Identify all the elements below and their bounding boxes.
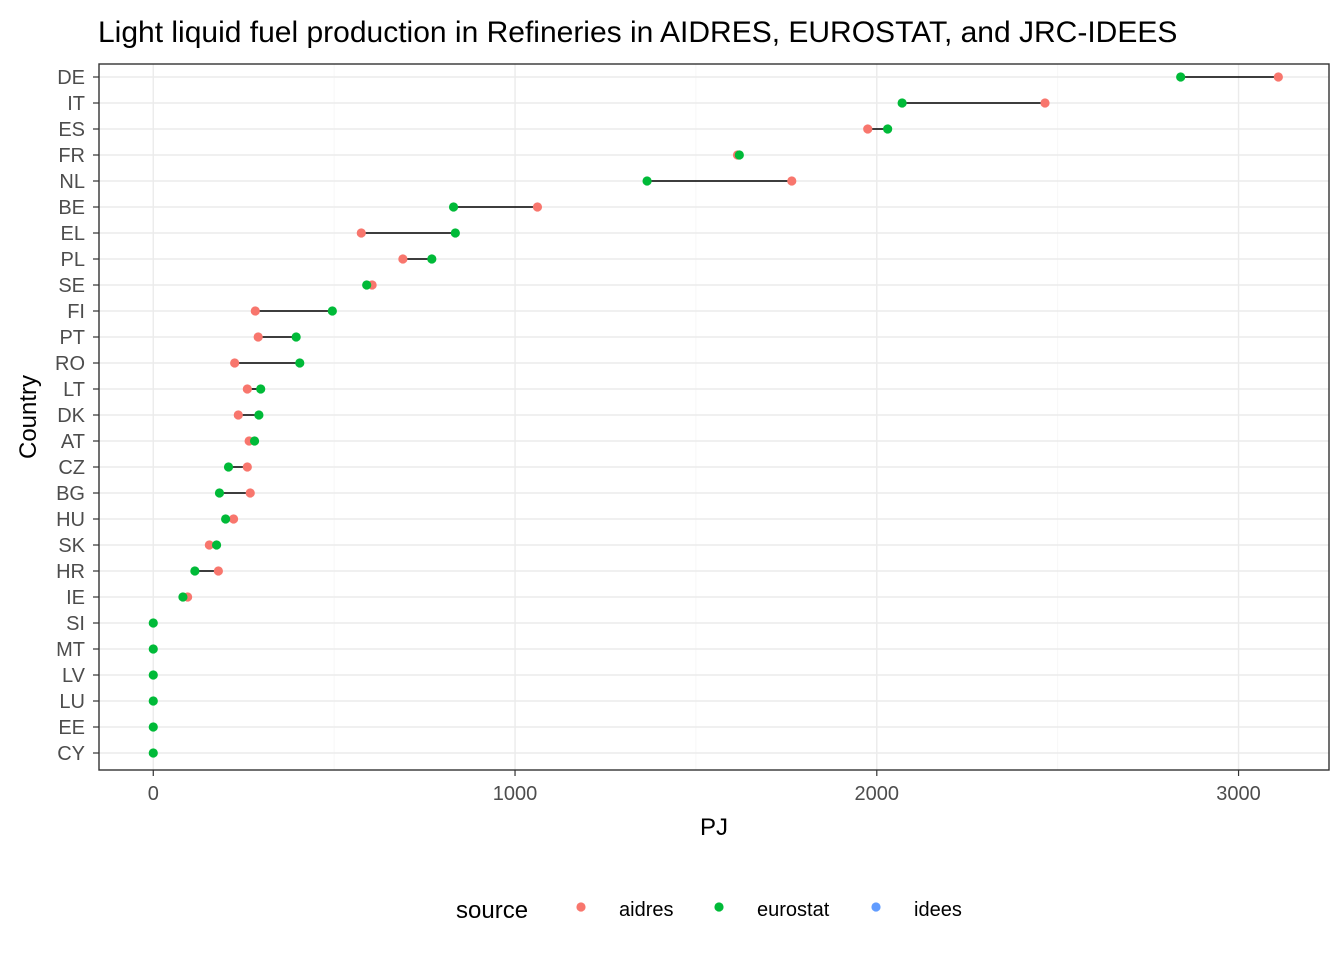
data-point-aidres [250, 306, 260, 316]
y-tick-label: BE [58, 197, 85, 219]
y-tick-label: LT [63, 379, 85, 401]
data-point-eurostat [256, 384, 266, 394]
data-point-aidres [204, 540, 214, 550]
data-point-aidres [228, 514, 239, 524]
y-tick-label: HR [56, 561, 85, 583]
y-tick-label: DE [57, 67, 85, 89]
data-point-aidres [532, 202, 543, 212]
data-point-aidres [863, 124, 873, 134]
data-point-aidres [242, 384, 252, 394]
legend-key-idees [871, 902, 881, 912]
data-point-aidres [242, 462, 252, 472]
y-tick-label: LU [59, 691, 85, 713]
data-point-eurostat [221, 514, 231, 524]
x-tick-label: 2000 [855, 783, 900, 805]
data-point-eurostat [148, 696, 158, 706]
data-point-eurostat [148, 618, 158, 628]
y-tick-label: LV [62, 665, 86, 687]
data-point-eurostat [1176, 72, 1186, 82]
data-point-eurostat [327, 306, 337, 316]
legend-title: source [456, 897, 528, 924]
y-axis-title: Country [15, 375, 42, 459]
legend-label-eurostat: eurostat [757, 899, 830, 921]
y-tick-label: PL [61, 249, 85, 271]
data-point-eurostat [897, 98, 907, 108]
grid-layer [99, 64, 1329, 770]
x-tick-label: 1000 [493, 783, 538, 805]
data-point-aidres [356, 228, 366, 238]
data-point-eurostat [448, 202, 459, 212]
axis-layer: 0 1000 2000 3000 DE IT ES FR NL BE EL PL SE FI PT RO LT D… [55, 67, 1261, 805]
point-layer [148, 72, 1283, 758]
data-point-eurostat [148, 748, 158, 758]
y-tick-label: EL [61, 223, 85, 245]
data-point-eurostat [734, 150, 744, 160]
data-point-eurostat [249, 436, 260, 446]
data-point-eurostat [362, 280, 372, 290]
data-point-eurostat [295, 358, 305, 368]
x-tick-label: 0 [148, 783, 159, 805]
y-tick-label: DK [57, 405, 85, 427]
y-tick-label: IE [66, 587, 85, 609]
data-point-eurostat [148, 670, 158, 680]
y-tick-label: MT [56, 639, 85, 661]
chart-title: Light liquid fuel production in Refineri… [98, 16, 1177, 49]
y-tick-label: CZ [58, 457, 85, 479]
legend: source aidres eurostat idees [456, 897, 962, 924]
data-point-eurostat [223, 462, 234, 472]
data-point-eurostat [291, 332, 301, 342]
y-tick-label: AT [61, 431, 85, 453]
data-point-eurostat [254, 410, 264, 420]
data-point-eurostat [427, 254, 437, 264]
data-point-eurostat [642, 176, 652, 186]
y-tick-label: NL [59, 171, 85, 193]
data-point-aidres [233, 410, 243, 420]
legend-label-idees: idees [914, 899, 962, 921]
data-point-eurostat [883, 124, 893, 134]
data-point-eurostat [148, 722, 158, 732]
y-tick-label: RO [55, 353, 85, 375]
y-tick-label: ES [58, 119, 85, 141]
y-tick-label: SI [66, 613, 85, 635]
data-point-aidres [245, 488, 255, 498]
data-point-aidres [253, 332, 263, 342]
y-tick-label: FI [67, 301, 85, 323]
data-point-eurostat [450, 228, 460, 238]
data-point-aidres [1273, 72, 1283, 82]
data-point-eurostat [148, 644, 158, 654]
data-point-aidres [398, 254, 408, 264]
panel-border [98, 63, 1330, 771]
y-tick-label: SK [58, 535, 85, 557]
data-point-aidres [787, 176, 797, 186]
legend-key-eurostat [714, 902, 724, 912]
data-point-aidres [1040, 98, 1050, 108]
y-tick-label: BG [56, 483, 85, 505]
y-tick-label: IT [67, 93, 85, 115]
legend-label-aidres: aidres [619, 899, 673, 921]
data-point-eurostat [214, 488, 225, 498]
data-point-eurostat [211, 540, 222, 550]
x-tick-label: 3000 [1216, 783, 1261, 805]
y-tick-label: CY [57, 743, 85, 765]
y-tick-label: HU [56, 509, 85, 531]
y-tick-label: PT [59, 327, 85, 349]
data-point-aidres [230, 358, 240, 368]
data-point-eurostat [190, 566, 200, 576]
x-axis-title: PJ [700, 814, 728, 841]
data-point-aidres [213, 566, 223, 576]
data-point-eurostat [178, 592, 188, 602]
y-tick-label: EE [58, 717, 85, 739]
y-tick-label: SE [58, 275, 85, 297]
legend-key-aidres [576, 902, 586, 912]
y-tick-label: FR [58, 145, 85, 167]
